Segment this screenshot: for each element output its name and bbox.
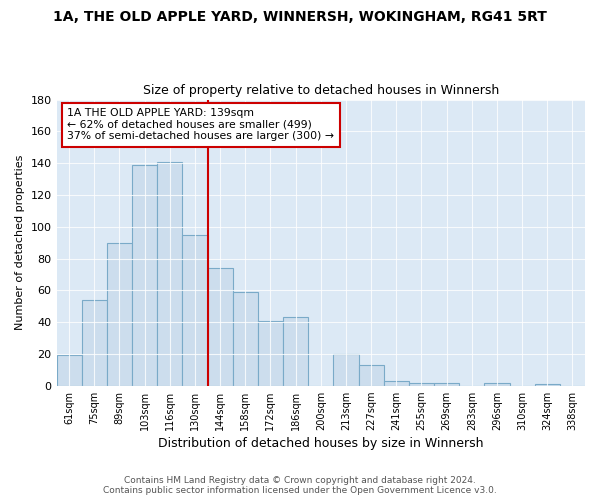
Bar	[383, 381, 409, 386]
Text: 1A, THE OLD APPLE YARD, WINNERSH, WOKINGHAM, RG41 5RT: 1A, THE OLD APPLE YARD, WINNERSH, WOKING…	[53, 10, 547, 24]
Title: Size of property relative to detached houses in Winnersh: Size of property relative to detached ho…	[143, 84, 499, 97]
Text: 1A THE OLD APPLE YARD: 139sqm
← 62% of detached houses are smaller (499)
37% of : 1A THE OLD APPLE YARD: 139sqm ← 62% of d…	[67, 108, 334, 142]
Bar	[258, 320, 283, 386]
Bar	[334, 354, 359, 386]
Bar	[434, 382, 459, 386]
X-axis label: Distribution of detached houses by size in Winnersh: Distribution of detached houses by size …	[158, 437, 484, 450]
Bar	[233, 292, 258, 386]
Bar	[157, 162, 182, 386]
Bar	[182, 234, 208, 386]
Bar	[208, 268, 233, 386]
Bar	[283, 318, 308, 386]
Bar	[409, 382, 434, 386]
Bar	[56, 356, 82, 386]
Bar	[82, 300, 107, 386]
Bar	[484, 382, 509, 386]
Bar	[535, 384, 560, 386]
Bar	[132, 164, 157, 386]
Bar	[107, 242, 132, 386]
Text: Contains HM Land Registry data © Crown copyright and database right 2024.
Contai: Contains HM Land Registry data © Crown c…	[103, 476, 497, 495]
Bar	[359, 365, 383, 386]
Y-axis label: Number of detached properties: Number of detached properties	[15, 155, 25, 330]
